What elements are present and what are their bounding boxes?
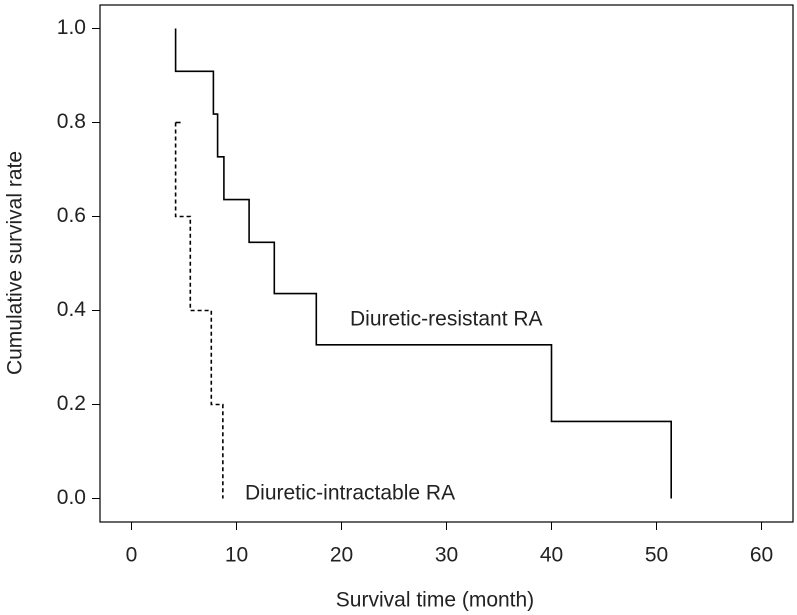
y-tick-label: 0.4	[57, 298, 87, 321]
x-tick-label: 10	[225, 544, 248, 567]
y-tick-label: 0.2	[57, 392, 86, 415]
x-tick-label: 30	[435, 544, 458, 567]
y-tick-label: 0.8	[57, 110, 86, 133]
y-tick-label: 1.0	[57, 16, 86, 39]
curve-label: Diuretic-intractable RA	[245, 482, 455, 505]
x-axis-label: Survival time (month)	[336, 589, 534, 612]
survival-curve	[174, 122, 224, 499]
x-tick-label: 40	[540, 544, 563, 567]
x-tick-label: 50	[645, 544, 668, 567]
x-tick-label: 20	[330, 544, 353, 567]
survival-curve	[174, 28, 672, 499]
y-tick-label: 0.0	[57, 486, 86, 509]
x-tick-label: 0	[126, 544, 138, 567]
y-tick-label: 0.6	[57, 204, 86, 227]
plot-frame	[99, 4, 794, 523]
curve-label: Diuretic-resistant RA	[350, 308, 543, 331]
x-tick-label: 60	[750, 544, 773, 567]
y-axis-label: Cumulative survival rate	[4, 151, 27, 375]
